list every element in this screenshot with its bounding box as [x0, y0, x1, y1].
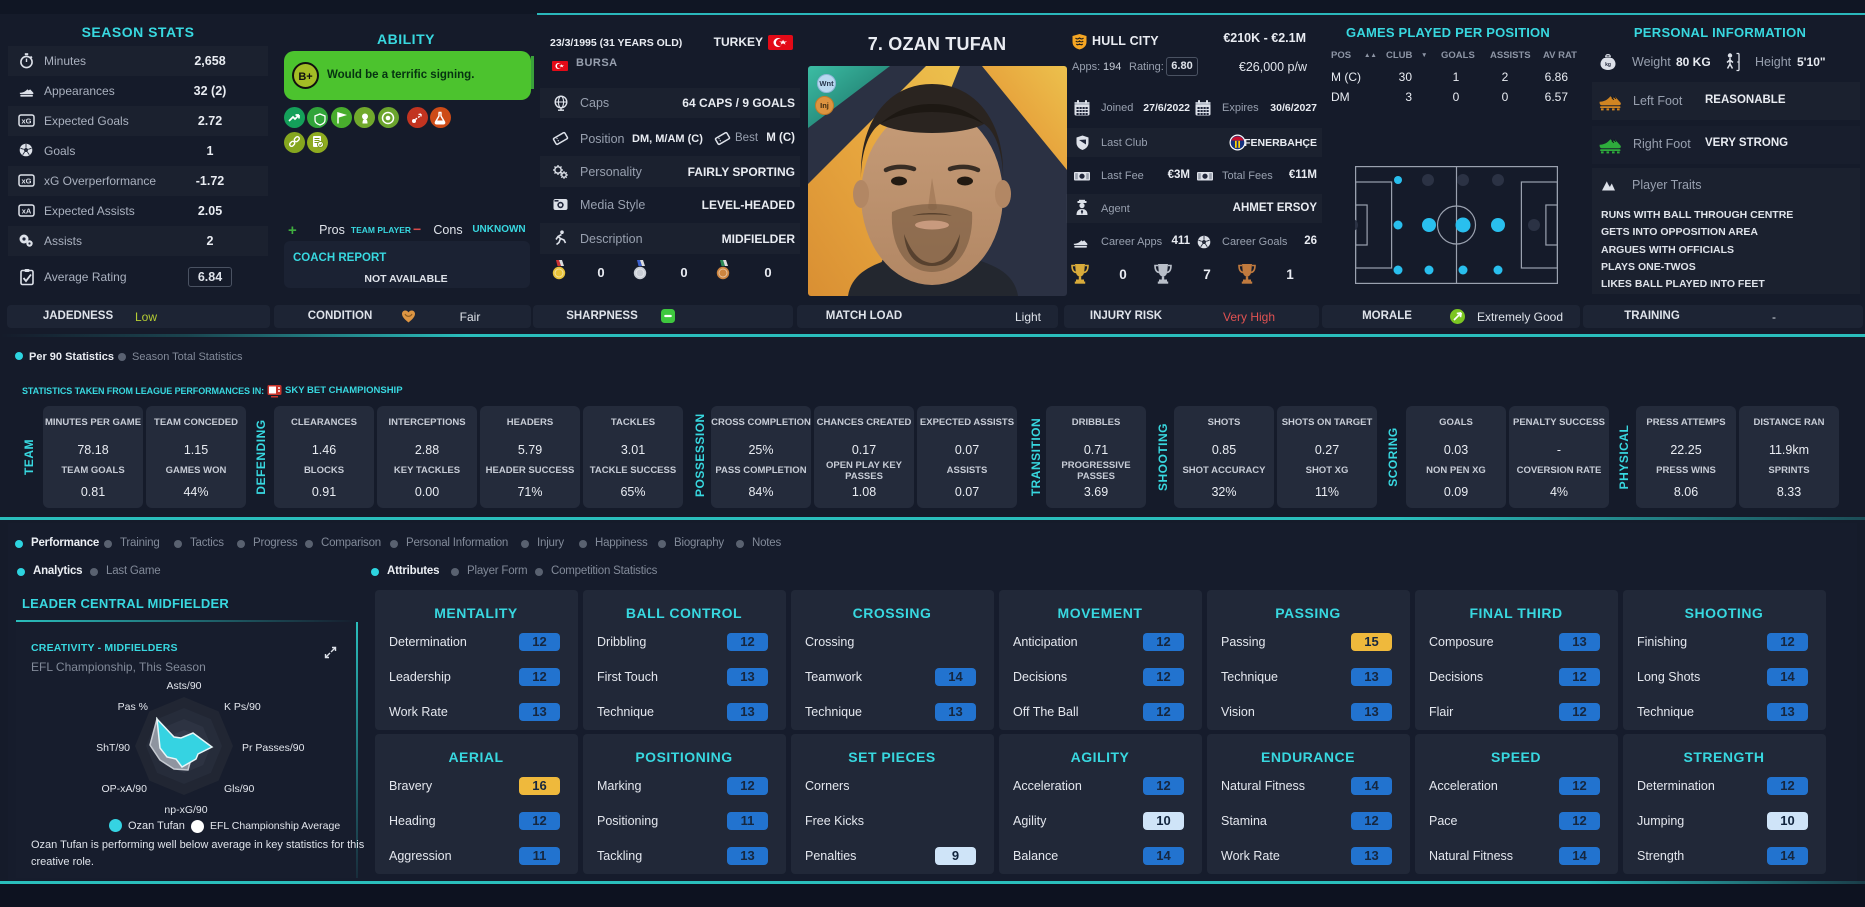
svg-text:kg: kg [1605, 62, 1611, 68]
svg-text:xA: xA [22, 207, 32, 216]
svg-text:xG: xG [21, 117, 31, 126]
svg-text:xG: xG [21, 177, 31, 186]
